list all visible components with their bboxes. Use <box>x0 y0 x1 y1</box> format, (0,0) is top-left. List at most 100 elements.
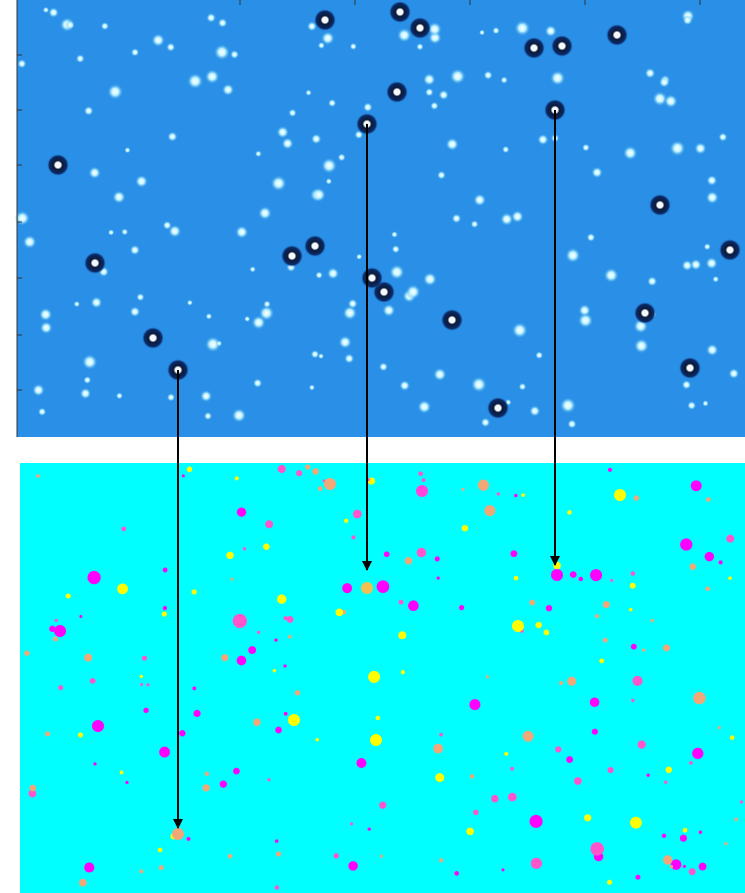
particle-glow <box>326 267 340 280</box>
segmented-particle <box>52 636 58 642</box>
segmented-particle <box>473 809 479 816</box>
segmented-particle <box>383 551 390 558</box>
segmented-particle <box>698 862 707 871</box>
particle-glow <box>75 54 85 64</box>
segmented-particle <box>186 466 193 473</box>
segmented-particle <box>689 761 693 765</box>
particle-glow <box>311 187 326 202</box>
particle-glow <box>276 125 289 139</box>
particle-ring <box>314 9 336 31</box>
segmented-particle <box>157 847 163 853</box>
particle-glow <box>664 94 678 109</box>
segmented-particle <box>433 743 444 754</box>
particle-glow <box>712 275 720 283</box>
particle-ring <box>386 81 408 103</box>
segmented-particle <box>161 611 167 617</box>
particle-glow <box>391 244 400 254</box>
segmented-particle <box>567 676 577 686</box>
particle-glow <box>682 15 693 26</box>
segmented-particle <box>89 678 96 684</box>
segmented-particle <box>256 630 261 634</box>
segmented-particle <box>630 643 637 650</box>
segmented-particle <box>661 833 667 838</box>
segmented-particle <box>232 613 247 629</box>
particle-glow <box>321 157 337 174</box>
segmented-particle <box>416 547 427 558</box>
segmented-particle <box>162 605 168 611</box>
segmented-particle <box>186 836 191 841</box>
particle-glow <box>342 305 358 321</box>
particle-glow <box>249 266 256 273</box>
segmented-particle <box>219 780 227 788</box>
segmented-particle <box>637 740 646 749</box>
segmented-particle <box>119 770 124 775</box>
particle-glow <box>706 343 719 357</box>
segmented-particle <box>569 571 577 578</box>
particle-glow <box>478 29 486 36</box>
segmented-particle <box>529 814 543 828</box>
segmented-particle <box>632 675 643 686</box>
particle-glow <box>204 69 220 84</box>
segmented-particle <box>458 604 465 611</box>
segmented-particle <box>324 478 336 490</box>
particle-glow <box>168 224 182 238</box>
segmented-particle <box>599 658 605 664</box>
segmented-particle <box>146 683 150 687</box>
segmented-particle <box>248 646 257 655</box>
particle-ring <box>361 267 383 289</box>
particle-glow <box>483 70 493 80</box>
particle-glow <box>100 21 110 31</box>
segmented-particle <box>510 766 514 771</box>
segmented-particle <box>404 556 413 565</box>
segmented-particle <box>242 547 247 551</box>
segmented-particle <box>58 685 64 691</box>
particle-glow <box>500 76 508 84</box>
particle-glow <box>205 312 213 320</box>
particle-glow <box>577 312 594 329</box>
particle-glow <box>235 225 249 239</box>
particle-glow <box>231 408 247 423</box>
segmented-particle <box>631 698 635 703</box>
segmented-particle <box>646 773 650 777</box>
particle-glow <box>215 340 223 347</box>
segmented-particle <box>304 464 311 470</box>
segmented-particle <box>507 792 517 802</box>
segmented-particle <box>682 827 688 833</box>
particle-glow <box>187 73 204 90</box>
segmented-particle <box>558 680 564 686</box>
segmented-particle <box>375 715 381 721</box>
particle-glow <box>581 143 590 152</box>
particle-glow <box>258 206 272 220</box>
particle-glow <box>82 354 98 370</box>
particle-glow <box>603 267 619 283</box>
segmented-particle <box>230 577 234 581</box>
particle-glow <box>644 67 656 79</box>
particle-ring <box>304 235 326 257</box>
particle-glow <box>338 335 352 349</box>
segmented-particle <box>635 874 641 880</box>
particle-glow <box>378 362 389 372</box>
segmented-particle <box>408 600 419 612</box>
particle-glow <box>567 419 577 429</box>
segmented-particle <box>139 869 144 874</box>
particle-ring <box>649 194 671 216</box>
segmented-particle <box>181 474 185 478</box>
segmented-particle <box>28 789 37 798</box>
segmented-particle <box>356 758 367 769</box>
segmented-particle <box>29 784 37 792</box>
particle-glow <box>473 193 487 207</box>
segmented-particle <box>92 720 104 732</box>
particle-glow <box>121 228 129 236</box>
particle-glow <box>344 353 355 364</box>
segmented-particle <box>398 599 404 605</box>
particle-glow <box>213 44 230 61</box>
segmented-particle <box>682 864 687 868</box>
segmented-particle <box>253 718 261 726</box>
segmented-particle <box>706 497 711 502</box>
segmented-particle <box>606 879 613 885</box>
particle-ring <box>389 1 411 23</box>
segmented-particle <box>664 780 668 784</box>
segmented-particle <box>436 576 440 580</box>
segmented-particle <box>294 690 301 696</box>
segmented-particle <box>117 583 128 595</box>
